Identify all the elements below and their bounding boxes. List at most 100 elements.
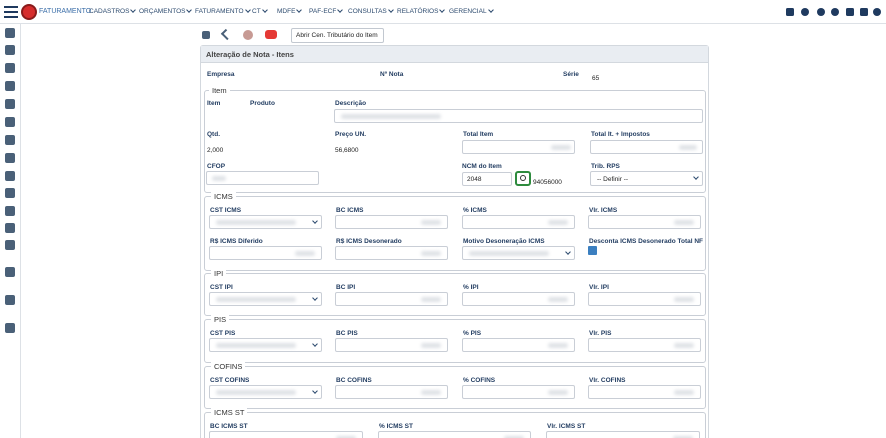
nav-menu-item[interactable]: ORÇAMENTOS <box>139 8 186 15</box>
ncm-code: 94056000 <box>533 179 562 186</box>
select[interactable] <box>462 246 575 260</box>
masked-value <box>674 297 694 302</box>
sidebar-icon[interactable] <box>5 117 15 127</box>
masked-value <box>216 297 296 302</box>
select[interactable] <box>209 292 322 306</box>
navbar <box>0 0 886 24</box>
sidebar-icon[interactable] <box>5 267 15 277</box>
ncm-input[interactable] <box>462 172 512 186</box>
masked-value <box>548 343 568 348</box>
tax-fieldset <box>204 319 706 363</box>
input[interactable] <box>335 385 448 399</box>
masked-value <box>295 251 315 256</box>
nav-icon[interactable] <box>846 8 854 16</box>
nav-icon[interactable] <box>801 8 809 16</box>
sidebar-icon[interactable] <box>5 295 15 305</box>
sidebar-icon[interactable] <box>5 28 15 38</box>
tool-video[interactable] <box>265 30 277 39</box>
checkbox[interactable] <box>588 246 597 255</box>
masked-value <box>548 220 568 225</box>
input[interactable] <box>462 292 575 306</box>
sidebar-icon[interactable] <box>5 223 15 233</box>
label: CST ICMS <box>210 207 242 214</box>
input[interactable] <box>588 292 701 306</box>
nav-icon[interactable] <box>817 8 825 16</box>
sidebar-icon[interactable] <box>5 45 15 55</box>
label: Vlr. IPI <box>589 284 609 291</box>
select[interactable] <box>209 215 322 229</box>
total-taxes-input[interactable] <box>590 140 703 154</box>
select-chevron <box>565 249 571 255</box>
input[interactable] <box>335 338 448 352</box>
nav-icon[interactable] <box>831 8 839 16</box>
nav-menu-item[interactable]: CONSULTAS <box>348 8 387 15</box>
sidebar-icon[interactable] <box>5 135 15 145</box>
ncm-search-button[interactable] <box>515 171 531 186</box>
label: Vlr. ICMS ST <box>547 423 586 430</box>
sidebar-icon[interactable] <box>5 206 15 216</box>
select-chevron <box>312 218 318 224</box>
sidebar-icon[interactable] <box>5 323 15 333</box>
sidebar-icon[interactable] <box>5 188 15 198</box>
logo[interactable] <box>21 4 37 20</box>
label: % ICMS ST <box>379 423 413 430</box>
value: 65 <box>592 75 600 82</box>
input[interactable] <box>588 215 701 229</box>
input[interactable] <box>546 431 700 438</box>
card-header <box>201 46 708 63</box>
masked-value <box>674 220 694 225</box>
description-input[interactable] <box>334 109 703 123</box>
label: R$ ICMS Desonerado <box>336 238 402 245</box>
sidebar-icon[interactable] <box>5 99 15 109</box>
nav-menu-item[interactable]: CADASTROS <box>89 8 130 15</box>
tool-save[interactable] <box>202 31 210 39</box>
nav-menu-item[interactable]: CT <box>252 8 261 15</box>
nav-icon[interactable] <box>786 8 794 16</box>
nav-menu-item[interactable]: RELATÓRIOS <box>397 8 439 15</box>
sidebar-icon[interactable] <box>5 240 15 250</box>
select[interactable] <box>209 385 322 399</box>
label: Vlr. PIS <box>589 330 612 337</box>
input[interactable] <box>335 292 448 306</box>
value: 56,6800 <box>335 147 359 154</box>
ncm-input-value: 2048 <box>467 176 482 183</box>
input[interactable] <box>588 338 701 352</box>
nav-menu-item[interactable]: GERENCIAL <box>449 8 487 15</box>
masked-value <box>548 297 568 302</box>
menu-toggle[interactable] <box>4 6 18 18</box>
sidebar-icon[interactable] <box>5 81 15 91</box>
nav-icon[interactable] <box>860 8 868 16</box>
legend: Item <box>209 86 230 95</box>
input[interactable] <box>588 385 701 399</box>
tool-user[interactable] <box>243 30 253 40</box>
trib-rps-select[interactable] <box>590 171 703 186</box>
open-tax-button[interactable] <box>291 28 384 43</box>
label: CST PIS <box>210 330 236 337</box>
select[interactable] <box>209 338 322 352</box>
sidebar-icon[interactable] <box>5 171 15 181</box>
card <box>200 45 709 438</box>
input[interactable] <box>462 338 575 352</box>
input[interactable] <box>335 215 448 229</box>
masked-value <box>548 390 568 395</box>
label: BC IPI <box>336 284 356 291</box>
sidebar-icon[interactable] <box>5 63 15 73</box>
nav-icon[interactable] <box>873 8 881 16</box>
label: % COFINS <box>463 377 496 384</box>
input[interactable] <box>335 246 448 260</box>
sidebar-icon[interactable] <box>5 153 15 163</box>
input[interactable] <box>209 431 363 438</box>
input[interactable] <box>462 215 575 229</box>
input[interactable] <box>462 385 575 399</box>
input[interactable] <box>209 246 322 260</box>
nav-menu-item[interactable]: PAF-ECF <box>309 8 337 15</box>
cfop-input[interactable] <box>206 171 319 185</box>
label: Total Item <box>463 131 494 138</box>
nav-menu-item[interactable]: FATURAMENTO <box>195 8 244 15</box>
nav-menu-item[interactable]: MDFE <box>277 8 296 15</box>
masked-value <box>216 343 296 348</box>
input[interactable] <box>378 431 531 438</box>
label: BC ICMS ST <box>210 423 248 430</box>
tool-back[interactable] <box>220 28 233 41</box>
total-input[interactable] <box>462 140 575 154</box>
